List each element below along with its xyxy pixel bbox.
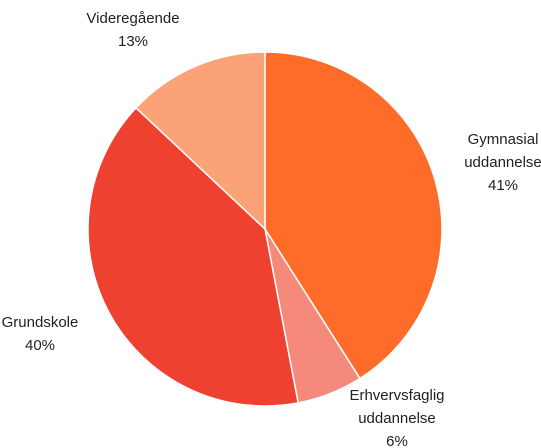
pie-slice (264, 51, 443, 380)
slice-label: Videregående 13% (73, 7, 193, 53)
value-label: 6% (386, 433, 408, 448)
category-name: Erhvervsfaglig uddannelse (349, 387, 445, 427)
category-name: Videregående (86, 10, 180, 27)
slice-label: Erhvervsfaglig uddannelse 6% (347, 384, 447, 448)
value-label: 13% (117, 33, 149, 50)
value-label: 40% (24, 337, 56, 354)
category-name: Gymnasial uddannelse (464, 131, 541, 171)
pie-slice (87, 106, 300, 407)
slice-label: Gymnasial uddannelse 41% (453, 128, 541, 197)
slice-label: Grundskole 40% (0, 311, 100, 357)
category-name: Grundskole (1, 314, 79, 331)
value-label: 41% (487, 177, 519, 194)
pie-slice (134, 51, 266, 231)
